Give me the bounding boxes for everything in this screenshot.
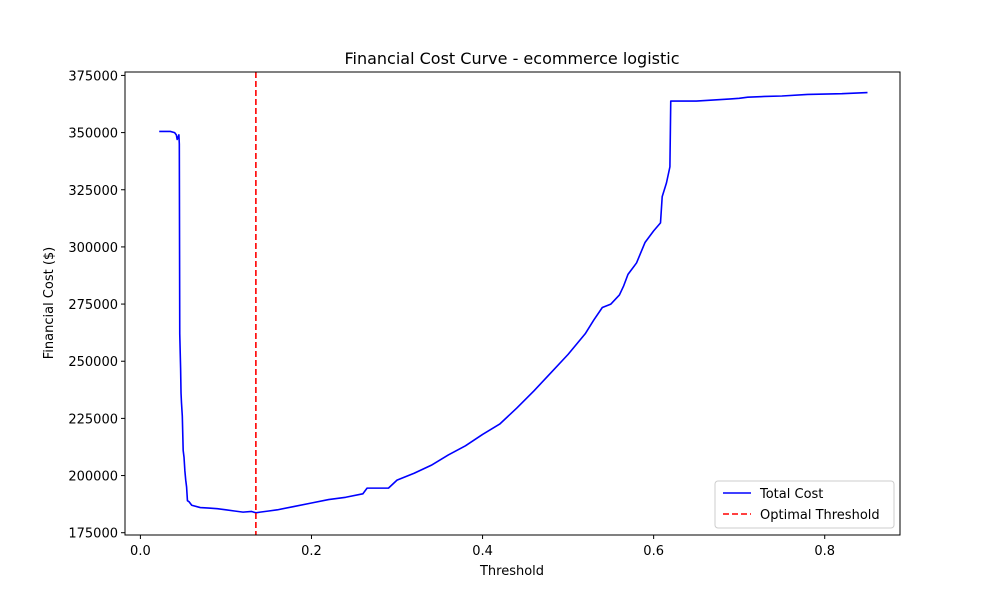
legend-box: [714, 480, 895, 529]
x-tick-label: 0.8: [814, 544, 835, 559]
y-tick-label: 350000: [68, 127, 118, 142]
x-tick-label: 0.0: [130, 544, 151, 559]
x-axis-ticks: 0.0 0.2 0.4 0.6 0.8: [130, 535, 835, 559]
total-cost-line: [159, 91, 868, 514]
x-tick-label: 0.2: [301, 544, 322, 559]
y-tick-label: 225000: [68, 412, 118, 427]
y-axis-ticks: 175000 200000 225000 250000 275000 300000 3250…: [68, 69, 125, 542]
y-tick-label: 325000: [68, 184, 118, 199]
legend-label: Total Cost: [759, 487, 823, 502]
chart-title: Financial Cost Curve - ecommerce logisti…: [344, 49, 679, 68]
y-tick-label: 200000: [68, 470, 118, 485]
x-tick-label: 0.6: [643, 544, 664, 559]
y-tick-label: 175000: [68, 527, 118, 542]
y-tick-label: 375000: [68, 69, 118, 84]
axes-frame: [124, 71, 901, 536]
x-axis-label: Threshold: [479, 564, 544, 579]
legend: Total Cost Optimal Threshold: [714, 480, 895, 529]
y-axis-label: Financial Cost ($): [42, 247, 57, 360]
plot-area: [124, 71, 901, 536]
legend-label: Optimal Threshold: [760, 508, 880, 523]
x-tick-label: 0.4: [472, 544, 493, 559]
y-tick-label: 275000: [68, 298, 118, 313]
y-tick-label: 300000: [68, 241, 118, 256]
y-tick-label: 250000: [68, 355, 118, 370]
